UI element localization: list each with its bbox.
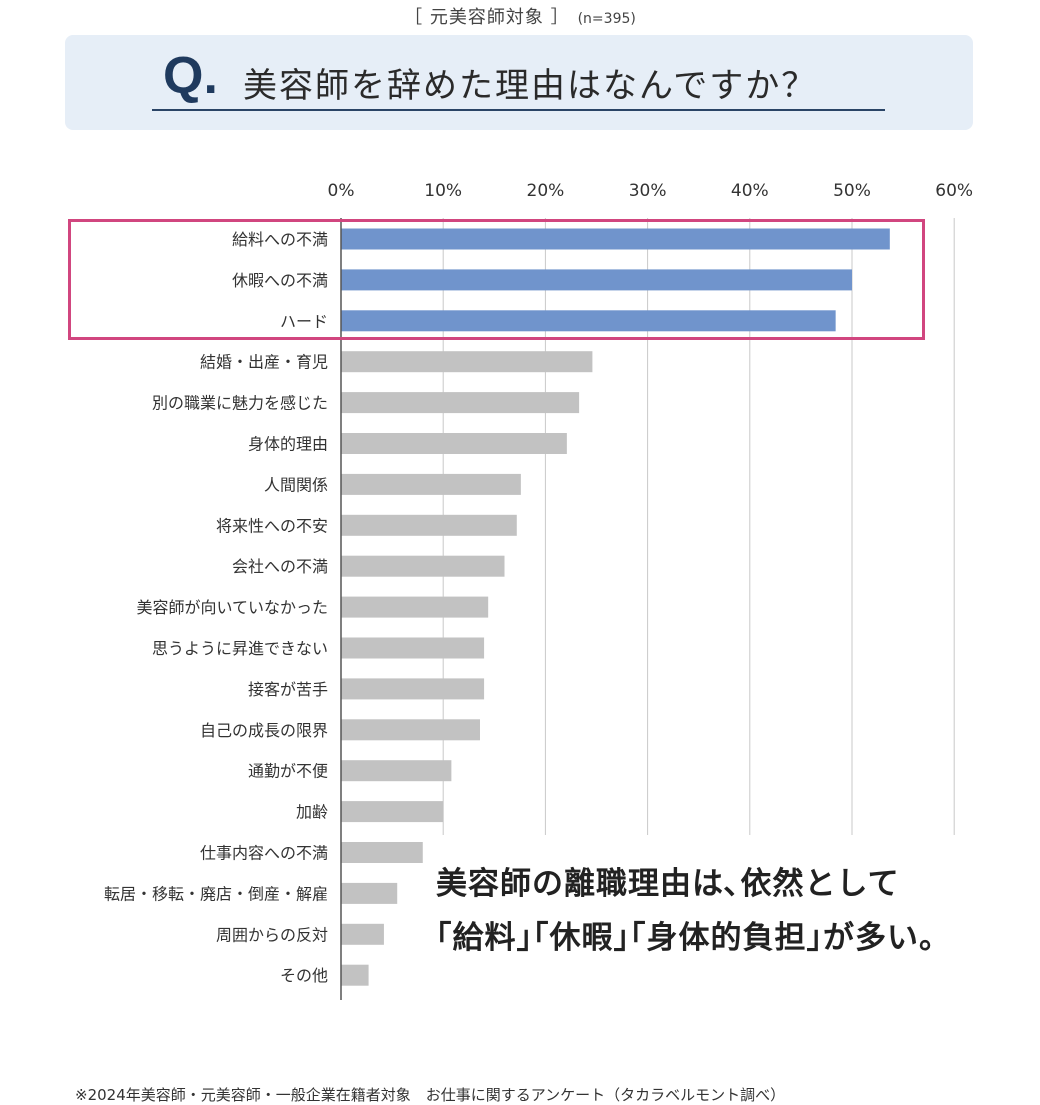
- category-label: 身体的理由: [248, 435, 328, 454]
- category-label: 将来性への不安: [216, 516, 328, 535]
- tick-label: 20%: [527, 181, 565, 201]
- question-mark: Q.: [163, 47, 218, 105]
- bar: [341, 678, 485, 700]
- category-label: 思うように昇進できない: [152, 639, 328, 658]
- bar: [341, 392, 580, 414]
- bar: [341, 514, 517, 536]
- category-label: ハード: [280, 312, 328, 331]
- bar: [341, 801, 444, 823]
- callout-line-2: ｢給料｣｢休暇｣｢身体的負担｣が多い。: [436, 920, 951, 956]
- tick-label: 0%: [328, 181, 355, 201]
- highlighted-bar: [341, 228, 890, 250]
- category-label: 美容師が向いていなかった: [136, 598, 328, 617]
- category-label: 周囲からの反対: [216, 925, 328, 944]
- category-label: 会社への不満: [232, 557, 328, 576]
- category-label: 接客が苦手: [248, 680, 328, 699]
- highlighted-bar: [341, 269, 852, 291]
- bar: [341, 555, 505, 577]
- target-label: ［ 元美容師対象 ］: [404, 7, 570, 28]
- tick-label: 40%: [731, 181, 769, 201]
- question-underline: [152, 109, 885, 111]
- bar: [341, 719, 480, 741]
- tick-label: 10%: [424, 181, 462, 201]
- question-title: 美容師を辞めた理由はなんですか？: [243, 66, 818, 106]
- category-label: 通勤が不便: [248, 762, 328, 781]
- bar: [341, 964, 369, 986]
- question-box: [65, 35, 973, 130]
- bar: [341, 351, 593, 373]
- tick-label: 60%: [935, 181, 973, 201]
- callout-line-1: 美容師の離職理由は､依然として: [436, 866, 900, 902]
- category-label: 休暇への不満: [232, 271, 328, 290]
- category-label: 人間関係: [264, 475, 328, 494]
- category-label: 自己の成長の限界: [200, 721, 328, 740]
- category-label: 転居・移転・廃店・倒産・解雇: [104, 884, 328, 903]
- category-label: 結婚・出産・育児: [200, 353, 328, 372]
- bar: [341, 596, 489, 618]
- tick-label: 30%: [629, 181, 667, 201]
- category-label: 加齢: [296, 803, 328, 822]
- bar: [341, 637, 485, 659]
- bar: [341, 923, 384, 945]
- sample-size: (n=395): [577, 11, 636, 27]
- category-label: 別の職業に魅力を感じた: [152, 394, 328, 413]
- highlight-frame: [68, 219, 925, 340]
- bar: [341, 473, 521, 495]
- bar: [341, 760, 452, 782]
- category-label: 給料への不満: [232, 230, 328, 249]
- category-label: 仕事内容への不満: [200, 844, 328, 863]
- bar: [341, 433, 567, 454]
- survey-subtitle: ［ 元美容師対象 ］ (n=395): [0, 3, 1040, 29]
- footnote: ※2024年美容師・元美容師・一般企業在籍者対象 お仕事に関するアンケート（タカ…: [75, 1086, 786, 1104]
- callout-text: 美容師の離職理由は､依然として ｢給料｣｢休暇｣｢身体的負担｣が多い。: [436, 857, 951, 965]
- bar: [341, 882, 398, 904]
- category-label: その他: [280, 966, 328, 985]
- highlighted-bar: [341, 310, 836, 332]
- tick-label: 50%: [833, 181, 871, 201]
- bar: [341, 842, 423, 863]
